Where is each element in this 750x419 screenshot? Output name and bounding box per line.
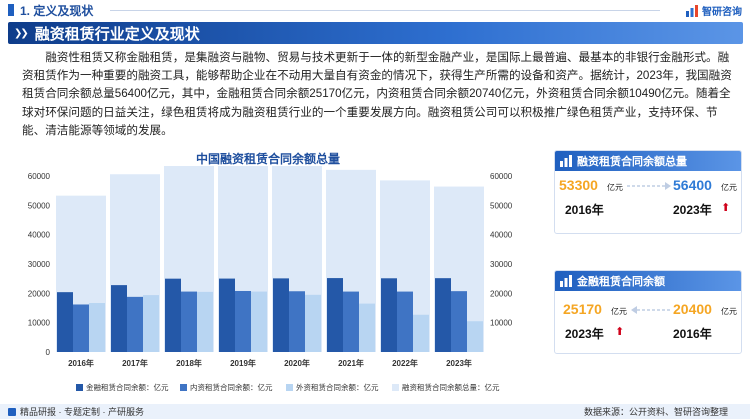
bar-series-0 — [273, 278, 289, 352]
bar-series-2 — [359, 303, 375, 352]
title-bar: ❯❯ 融资租赁行业定义及现状 — [8, 22, 743, 44]
bar-series-0 — [219, 278, 235, 352]
arrow-right-icon — [627, 182, 671, 190]
x-tick-label: 2021年 — [338, 358, 364, 368]
legend-label: 融资租赁合同余额总量：亿元 — [402, 382, 500, 392]
section-label: 1. 定义及现状 — [20, 3, 94, 18]
y-tick-right: 50000 — [490, 201, 513, 210]
x-tick-label: 2022年 — [392, 358, 418, 368]
x-tick-label: 2019年 — [230, 358, 256, 368]
year-end: 2023年 — [673, 203, 712, 217]
unit-start: 亿元 — [607, 183, 623, 192]
legend-label: 内资租赁合同余额：亿元 — [190, 382, 273, 392]
bar-series-1 — [127, 296, 143, 352]
bar-series-2 — [251, 291, 267, 352]
card-header: 金融租赁合同余额 — [555, 271, 741, 291]
bar-series-1 — [181, 291, 197, 352]
value-2016: 20400 — [673, 301, 712, 317]
bar-chart: 中国融资租赁合同余额总量 0 10000 10000 20000 20000 30000 3… — [8, 150, 548, 400]
y-tick-left: 60000 — [28, 172, 51, 181]
card-body: 25170 亿元 20400 亿元 2023年 ⬆ 2016年 — [555, 291, 741, 353]
data-source: 数据来源：公开资料、智研咨询整理 — [583, 407, 728, 417]
unit-2023: 亿元 — [611, 307, 627, 316]
year-2016: 2016年 — [673, 327, 712, 341]
x-tick-label: 2023年 — [446, 358, 472, 368]
bar-series-2 — [143, 295, 159, 352]
card-title: 金融租赁合同余额 — [577, 276, 665, 288]
bar-chart-icon — [560, 275, 572, 287]
bar-series-1 — [73, 304, 89, 352]
financial-lease-card: 金融租赁合同余额 25170 亿元 20400 亿元 2023年 ⬆ 2016年 — [554, 270, 742, 354]
y-tick-right: 30000 — [490, 260, 513, 269]
year-start: 2016年 — [565, 203, 604, 217]
bar-series-2 — [89, 303, 105, 352]
bar-series-1 — [289, 291, 305, 352]
bar-series-0 — [57, 292, 73, 352]
total-balance-card: 融资租赁合同余额总量 53300 亿元 56400 亿元 2016年 2023年… — [554, 150, 742, 234]
double-chevron-icon: ❯❯ — [14, 27, 29, 39]
footer-tagline: 精品研报 · 专题定制 · 产研服务 — [20, 407, 144, 417]
bar-series-1 — [451, 291, 467, 352]
header-divider — [110, 10, 660, 11]
bar-series-2 — [413, 314, 429, 352]
page-title: 融资租赁行业定义及现状 — [34, 25, 200, 43]
legend-swatch — [392, 384, 399, 391]
y-tick-right: 20000 — [490, 289, 513, 298]
card-header: 融资租赁合同余额总量 — [555, 151, 741, 171]
bar-series-0 — [435, 278, 451, 352]
bar-series-0 — [327, 278, 343, 352]
bar-series-1 — [235, 290, 251, 352]
legend-swatch — [76, 384, 83, 391]
y-tick-left: 0 — [46, 348, 51, 357]
up-arrow-icon: ⬆ — [721, 202, 731, 214]
legend-label: 外资租赁合同余额：亿元 — [296, 382, 379, 392]
bar-series-1 — [397, 291, 413, 352]
y-tick-left: 40000 — [28, 231, 51, 240]
unit-end: 亿元 — [721, 183, 737, 192]
card-body: 53300 亿元 56400 亿元 2016年 2023年 ⬆ — [555, 171, 741, 233]
up-arrow-icon: ⬆ — [615, 326, 625, 338]
y-tick-left: 50000 — [28, 201, 51, 210]
arrow-left-icon — [631, 306, 671, 314]
body-paragraph: 融资性租赁又称金融租赁，是集融资与融物、贸易与技术更新于一体的新型金融产业，是国… — [22, 51, 732, 137]
y-tick-left: 20000 — [28, 289, 51, 298]
y-tick-right: 40000 — [490, 231, 513, 240]
y-tick-left: 10000 — [28, 319, 51, 328]
footer-bar: 精品研报 · 专题定制 · 产研服务 数据来源：公开资料、智研咨询整理 — [0, 404, 750, 419]
bar-series-0 — [111, 285, 127, 352]
x-tick-label: 2017年 — [122, 358, 148, 368]
unit-2016: 亿元 — [721, 307, 737, 316]
bar-series-2 — [467, 321, 483, 352]
bar-chart-icon — [560, 155, 572, 167]
top-bar: 1. 定义及现状 — [0, 0, 750, 20]
bar-series-1 — [343, 291, 359, 352]
logo-icon — [686, 4, 698, 17]
legend-label: 金融租赁合同余额：亿元 — [86, 382, 169, 392]
y-tick-right: 60000 — [490, 172, 513, 181]
section-marker — [8, 4, 14, 16]
y-tick-left: 30000 — [28, 260, 51, 269]
bar-series-0 — [165, 278, 181, 352]
legend-swatch — [286, 384, 293, 391]
legend-swatch — [180, 384, 187, 391]
value-2023: 25170 — [563, 301, 602, 317]
x-tick-label: 2018年 — [176, 358, 202, 368]
chart-canvas: 0 10000 10000 20000 20000 30000 30000 40000 4000… — [28, 166, 513, 392]
card-title: 融资租赁合同余额总量 — [577, 156, 687, 168]
footer-logo-icon — [8, 407, 16, 416]
bar-series-0 — [381, 278, 397, 352]
year-2023: 2023年 — [565, 327, 604, 341]
logo-text: 智研咨询 — [702, 7, 742, 18]
x-tick-label: 2016年 — [68, 358, 94, 368]
bar-series-2 — [305, 294, 321, 352]
chart-title: 中国融资租赁合同余额总量 — [195, 152, 340, 166]
brand-logo: 智研咨询 — [685, 3, 742, 18]
value-end: 56400 — [673, 177, 712, 193]
y-tick-right: 10000 — [490, 319, 513, 328]
x-tick-label: 2020年 — [284, 358, 310, 368]
value-start: 53300 — [559, 177, 598, 193]
bar-series-2 — [197, 291, 213, 352]
